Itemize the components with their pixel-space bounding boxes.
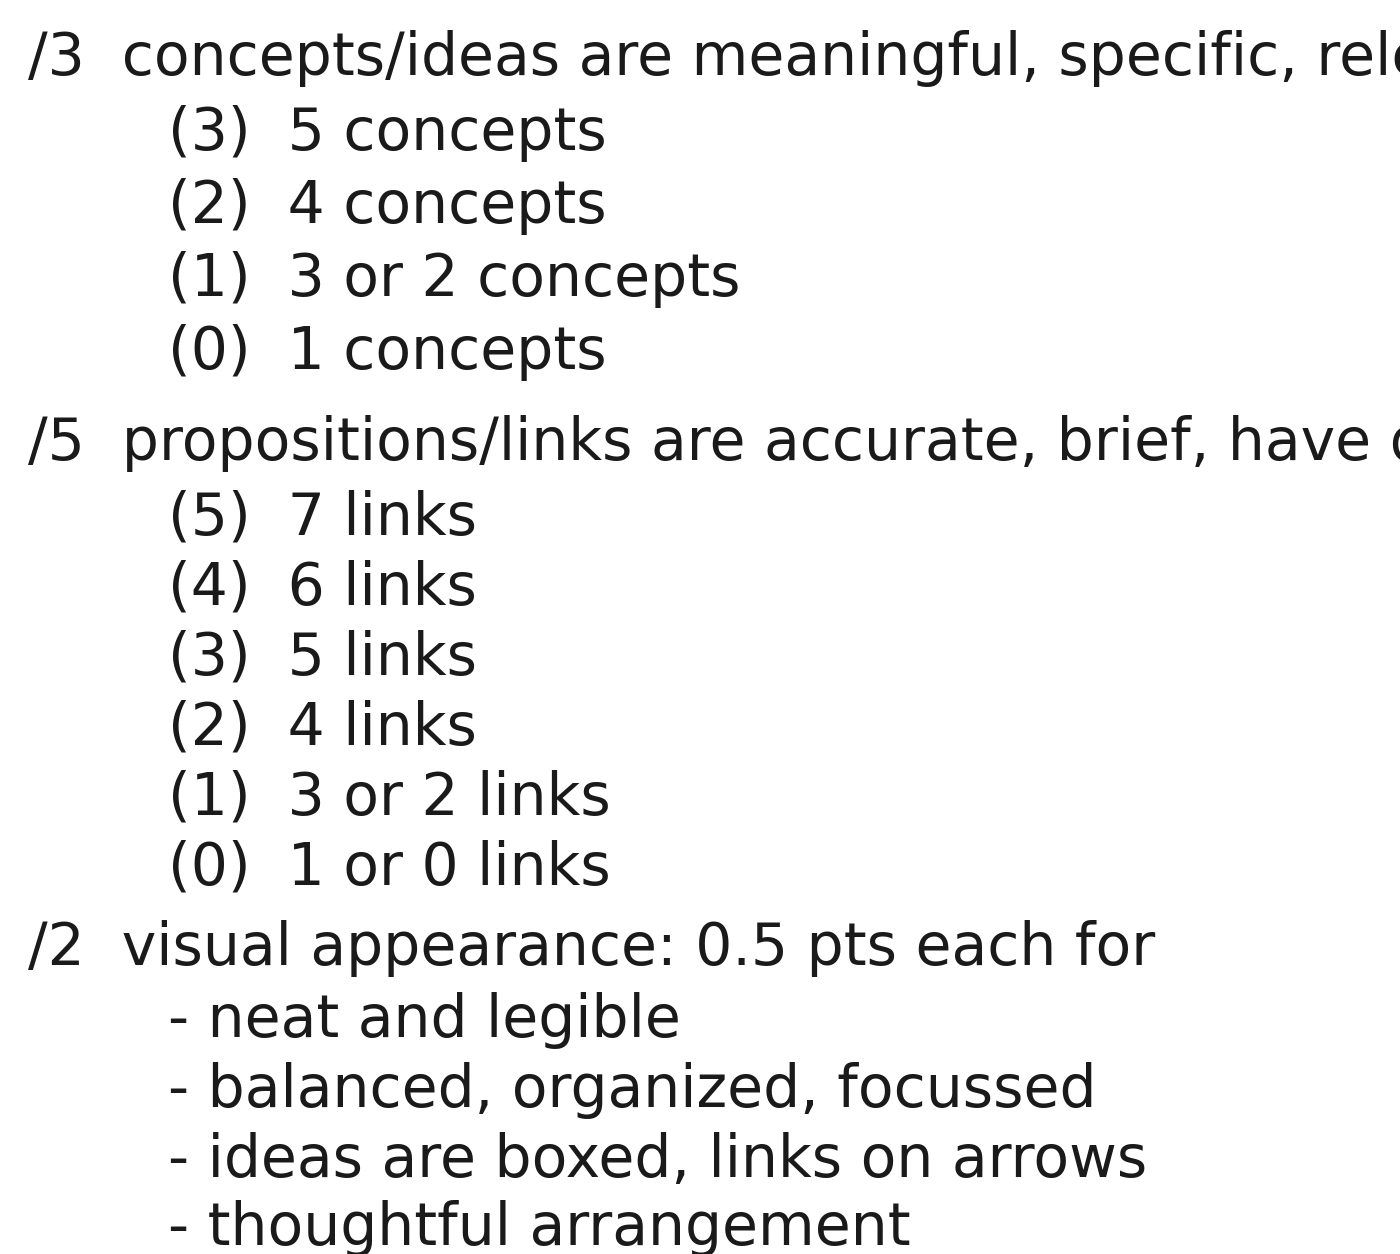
Text: (2)  4 concepts: (2) 4 concepts [168, 178, 606, 234]
Text: /2  visual appearance: 0.5 pts each for: /2 visual appearance: 0.5 pts each for [28, 920, 1155, 977]
Text: (1)  3 or 2 concepts: (1) 3 or 2 concepts [168, 251, 741, 308]
Text: /5  propositions/links are accurate, brief, have direction: /5 propositions/links are accurate, brie… [28, 415, 1400, 472]
Text: - balanced, organized, focussed: - balanced, organized, focussed [168, 1062, 1096, 1119]
Text: (4)  6 links: (4) 6 links [168, 561, 477, 617]
Text: /3  concepts/ideas are meaningful, specific, relevant: /3 concepts/ideas are meaningful, specif… [28, 30, 1400, 87]
Text: (1)  3 or 2 links: (1) 3 or 2 links [168, 770, 610, 826]
Text: - ideas are boxed, links on arrows: - ideas are boxed, links on arrows [168, 1132, 1147, 1189]
Text: (3)  5 links: (3) 5 links [168, 630, 477, 687]
Text: - neat and legible: - neat and legible [168, 992, 680, 1050]
Text: (5)  7 links: (5) 7 links [168, 490, 477, 547]
Text: (0)  1 or 0 links: (0) 1 or 0 links [168, 840, 610, 897]
Text: (0)  1 concepts: (0) 1 concepts [168, 324, 606, 381]
Text: - thoughtful arrangement: - thoughtful arrangement [168, 1200, 910, 1254]
Text: (2)  4 links: (2) 4 links [168, 700, 477, 757]
Text: (3)  5 concepts: (3) 5 concepts [168, 105, 606, 162]
